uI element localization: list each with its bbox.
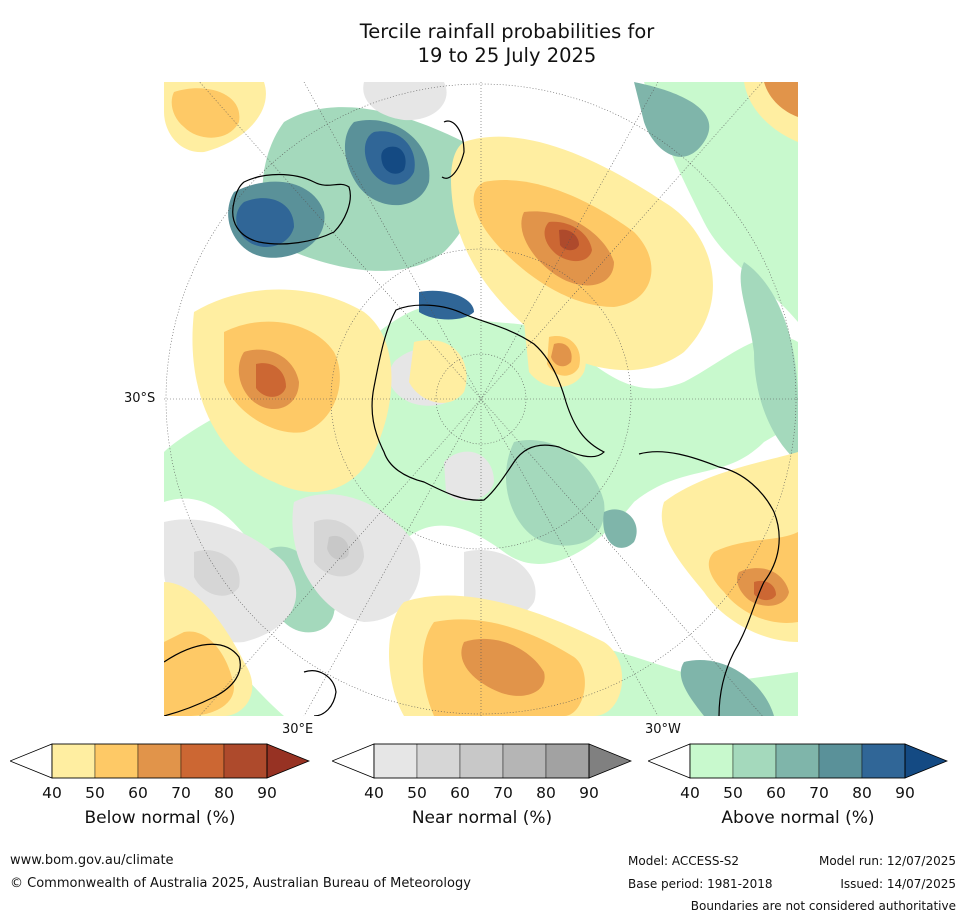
legend-near-label: Near normal (%): [411, 808, 553, 828]
australia-outline: [232, 173, 351, 245]
legend-near-tick: 60: [450, 784, 470, 802]
new-zealand-outline: [441, 120, 465, 179]
legend-below-tick: 60: [128, 784, 148, 802]
legend-near-tick: 90: [579, 784, 599, 802]
legend-above-tick: 60: [766, 784, 786, 802]
legend-above-tick: 70: [809, 784, 829, 802]
graticule: [164, 82, 798, 716]
legend-below-cell: [51, 743, 96, 779]
legend-near-cell: [373, 743, 418, 779]
legend-above-cell: [775, 743, 820, 779]
lat-label-30s: 30°S: [124, 391, 156, 406]
map-layers: [164, 82, 798, 716]
legend-above-tick: 40: [680, 784, 700, 802]
legend-above-cell: [732, 743, 777, 779]
title-line-1: Tercile rainfall probabilities for: [359, 20, 655, 43]
base-period-text: Base period: 1981-2018: [628, 877, 773, 891]
legend-above-tick: 50: [723, 784, 743, 802]
model-text: Model: ACCESS-S2: [628, 854, 740, 868]
legend-below-cell: [94, 743, 139, 779]
legend-near-tick: 50: [407, 784, 427, 802]
legend-near-cell: [459, 743, 504, 779]
legend-below-tick: 70: [171, 784, 191, 802]
below-normal-field: [164, 82, 798, 716]
legend-near-cell: [545, 743, 590, 779]
legend-below-tick: 90: [257, 784, 277, 802]
legend-below-cell: [180, 743, 225, 779]
legend-below-tick: 40: [42, 784, 62, 802]
legend-below-tick: 50: [85, 784, 105, 802]
legend-near-svg: [330, 743, 633, 779]
antarctica-outline: [371, 304, 606, 501]
legend-above-tick: 80: [852, 784, 872, 802]
legend-below-label: Below normal (%): [84, 808, 236, 828]
legend-above-tip: [904, 743, 949, 779]
madagascar-outline: [303, 670, 337, 716]
legend-above-svg: [646, 743, 949, 779]
coastlines: [164, 120, 780, 716]
lon-label-30e: 30°E: [282, 722, 314, 737]
website-link[interactable]: www.bom.gov.au/climate: [10, 853, 174, 868]
legend-above-cell: [818, 743, 863, 779]
legend-near-tick: 80: [536, 784, 556, 802]
legend-near-tip: [588, 743, 633, 779]
legend-above-cell: [861, 743, 906, 779]
legend-below-svg: [8, 743, 311, 779]
copyright-text: © Commonwealth of Australia 2025, Austra…: [10, 876, 471, 891]
legend-near-tick: 70: [493, 784, 513, 802]
legend-below-cell: [223, 743, 268, 779]
legend-near-cell: [416, 743, 461, 779]
legend-below-tip: [266, 743, 311, 779]
disclaimer-text: Boundaries are not considered authoritat…: [690, 899, 956, 913]
legend-near-cell: [502, 743, 547, 779]
title-line-2: 19 to 25 July 2025: [417, 44, 597, 67]
map-canvas: [164, 82, 798, 716]
legend-below-tick: 80: [214, 784, 234, 802]
legend-near-tick: 40: [364, 784, 384, 802]
model-run-text: Model run: 12/07/2025: [818, 854, 956, 868]
south-america-outline: [164, 643, 241, 716]
legend-above-cell: [689, 743, 734, 779]
legend-near-bar: [330, 743, 633, 783]
lon-label-30w: 30°W: [645, 722, 681, 737]
probability-map: [164, 82, 798, 716]
legend-below-bar: [8, 743, 311, 783]
map-title: Tercile rainfall probabilities for 19 to…: [0, 20, 965, 68]
legend-above-bar: [646, 743, 949, 783]
legend-above-label: Above normal (%): [721, 808, 875, 828]
africa-outline: [638, 451, 780, 716]
legend-below-cell: [137, 743, 182, 779]
issued-text: Issued: 14/07/2025: [840, 877, 956, 891]
legend-above-tick: 90: [895, 784, 915, 802]
